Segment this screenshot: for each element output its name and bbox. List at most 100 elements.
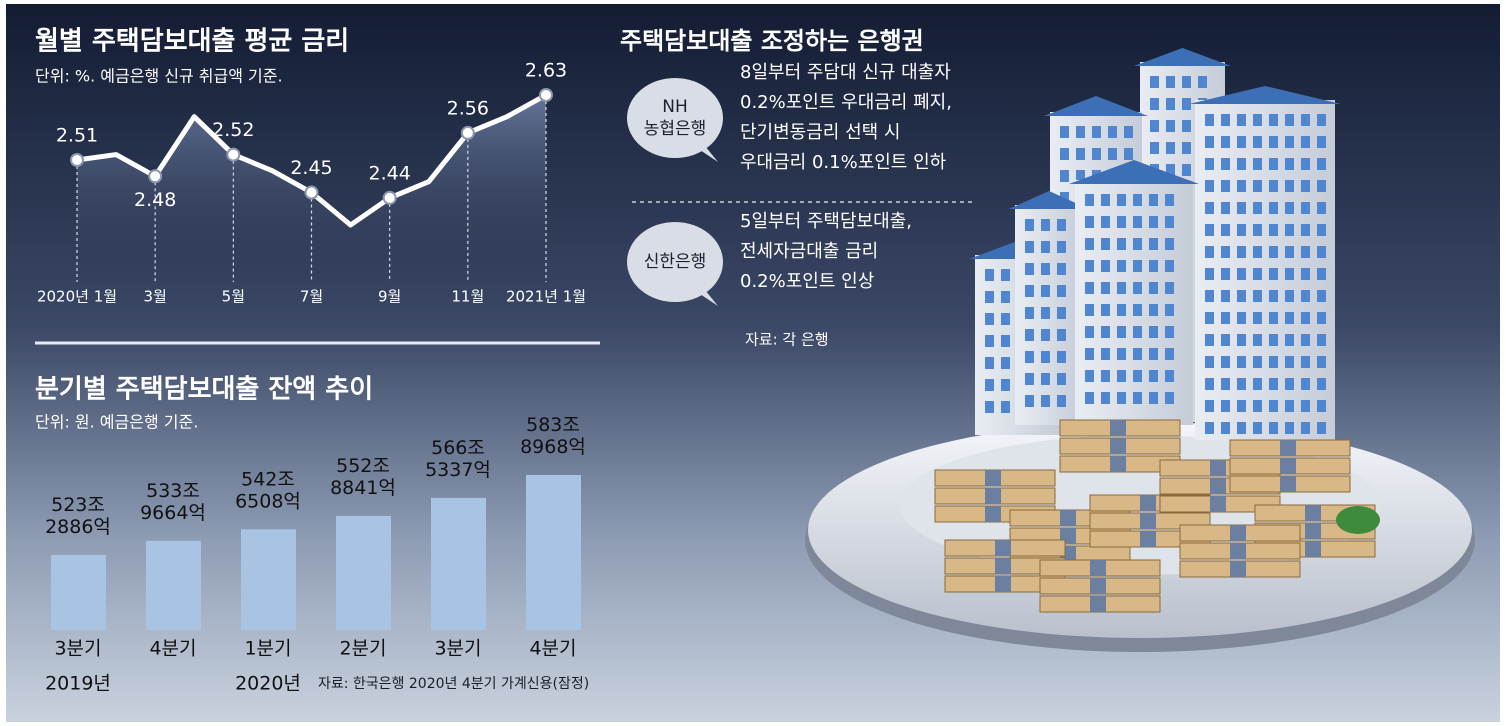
- window: [1253, 268, 1262, 280]
- window: [1133, 370, 1142, 382]
- window: [1205, 422, 1214, 434]
- window: [1317, 312, 1326, 324]
- window: [1076, 170, 1085, 182]
- bar: [336, 515, 391, 630]
- window: [1133, 216, 1142, 228]
- window: [985, 291, 994, 303]
- window: [1117, 304, 1126, 316]
- bar: [146, 540, 201, 630]
- window: [1237, 180, 1246, 192]
- window: [1085, 326, 1094, 338]
- window: [1301, 312, 1310, 324]
- bar: [526, 475, 581, 630]
- window: [1269, 158, 1278, 170]
- window: [1101, 370, 1110, 382]
- money-band: [1280, 476, 1296, 492]
- x-tick-label: 3월: [143, 288, 166, 306]
- value-label: 566조 5337억: [425, 436, 491, 480]
- window: [1301, 114, 1310, 126]
- window: [1150, 76, 1159, 88]
- window: [1269, 422, 1278, 434]
- value-label: 583조 8968억: [520, 414, 586, 458]
- window: [1025, 329, 1034, 341]
- window: [1101, 194, 1110, 206]
- x-tick-label: 5월: [222, 288, 245, 306]
- roof: [1189, 86, 1341, 104]
- window: [1165, 216, 1174, 228]
- area-fill: [77, 95, 546, 282]
- window: [1269, 378, 1278, 390]
- window: [1317, 136, 1326, 148]
- window: [1301, 268, 1310, 280]
- window: [1085, 216, 1094, 228]
- window: [1317, 378, 1326, 390]
- window: [1166, 76, 1175, 88]
- window: [1041, 373, 1050, 385]
- money-band: [1230, 561, 1246, 577]
- money-band: [1110, 456, 1126, 472]
- window: [1285, 180, 1294, 192]
- window: [1221, 378, 1230, 390]
- bar: [431, 497, 486, 630]
- source-note: 자료: 한국은행 2020년 4분기 가계신용(잠정): [318, 676, 589, 692]
- value-label: 523조 2886억: [45, 493, 111, 537]
- window: [1317, 356, 1326, 368]
- window: [1301, 180, 1310, 192]
- panel-text: 전세자금대출 금리: [740, 241, 878, 262]
- panel-text: 단기변동금리 선택 시: [740, 122, 900, 143]
- window: [1285, 400, 1294, 412]
- window: [1001, 313, 1010, 325]
- window: [1001, 401, 1010, 413]
- value-label: 2.56: [447, 97, 489, 119]
- window: [1237, 422, 1246, 434]
- value-label: 2.48: [134, 189, 176, 211]
- window: [1205, 378, 1214, 390]
- money-band: [1230, 543, 1246, 559]
- window: [1085, 260, 1094, 272]
- window: [1165, 348, 1174, 360]
- value-label: 2.44: [369, 162, 411, 184]
- window: [1117, 260, 1126, 272]
- window: [1253, 114, 1262, 126]
- year-label: 2020년: [235, 673, 301, 695]
- window: [1041, 263, 1050, 275]
- window: [1057, 329, 1066, 341]
- money-band: [1110, 420, 1126, 436]
- window: [1149, 260, 1158, 272]
- speech-bubble: [700, 290, 718, 306]
- window: [1221, 422, 1230, 434]
- x-tick-label: 2020년 1월: [37, 288, 117, 306]
- bank-name: 농협은행: [644, 119, 707, 139]
- x-tick-label: 4분기: [149, 638, 196, 660]
- window: [1253, 290, 1262, 302]
- window: [1205, 356, 1214, 368]
- window: [1205, 224, 1214, 236]
- window: [1149, 216, 1158, 228]
- panel-text: 5일부터 주택담보대출,: [740, 211, 912, 232]
- window: [1269, 136, 1278, 148]
- window: [1285, 202, 1294, 214]
- value-label: 2.52: [212, 119, 254, 141]
- window: [1025, 351, 1034, 363]
- chart-subtitle: 단위: %. 예금은행 신규 취급액 기준.: [35, 67, 283, 86]
- window: [1237, 158, 1246, 170]
- window: [1317, 334, 1326, 346]
- money-band: [1090, 560, 1106, 576]
- window: [1165, 326, 1174, 338]
- window: [1301, 136, 1310, 148]
- window: [1041, 351, 1050, 363]
- window: [1205, 400, 1214, 412]
- window: [1057, 285, 1066, 297]
- point: [539, 88, 553, 102]
- window: [1085, 348, 1094, 360]
- window: [1117, 216, 1126, 228]
- window: [1269, 224, 1278, 236]
- window: [1237, 202, 1246, 214]
- window: [1301, 202, 1310, 214]
- window: [1124, 148, 1133, 160]
- window: [1285, 114, 1294, 126]
- x-tick-label: 2021년 1월: [506, 288, 586, 306]
- point: [382, 190, 397, 205]
- money-band: [1060, 510, 1076, 526]
- window: [1205, 202, 1214, 214]
